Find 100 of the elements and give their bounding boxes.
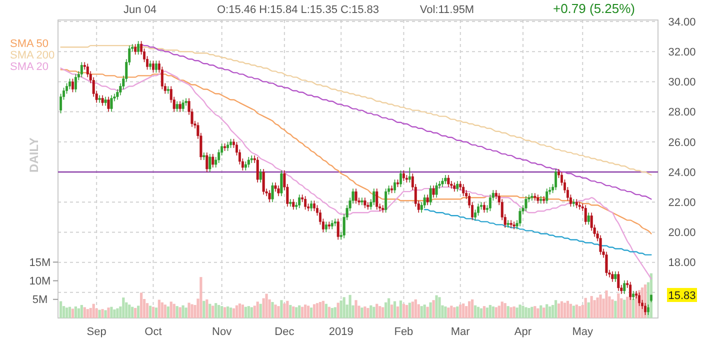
bar — [98, 310, 101, 318]
candlestick — [154, 60, 158, 74]
bar — [271, 302, 274, 318]
bar — [238, 303, 242, 318]
bar — [432, 300, 435, 318]
bar — [512, 306, 516, 318]
bar — [301, 306, 304, 318]
x-tick-label: Feb — [394, 326, 414, 338]
candlestick — [208, 154, 212, 172]
bar — [244, 306, 247, 318]
bar — [560, 301, 564, 318]
candlestick — [534, 192, 536, 202]
line-series — [60, 68, 652, 280]
candlestick — [71, 78, 74, 93]
bar — [298, 305, 301, 318]
bar — [83, 307, 86, 318]
text: 15.83 — [668, 290, 696, 302]
candlestick — [206, 152, 208, 172]
bar — [253, 306, 256, 318]
bar — [289, 304, 292, 318]
bar — [241, 304, 244, 318]
candlestick — [226, 142, 230, 152]
candlestick — [578, 202, 581, 210]
bar — [95, 308, 98, 318]
bar — [554, 300, 558, 318]
candlestick — [324, 221, 328, 233]
bar — [277, 306, 280, 318]
bar — [182, 305, 184, 318]
bar — [566, 300, 570, 318]
text: Vol:11.95M — [420, 4, 474, 16]
candlestick — [432, 185, 435, 198]
candlestick — [617, 270, 620, 292]
candlestick — [614, 270, 617, 282]
candlestick — [488, 194, 492, 212]
candlestick — [292, 198, 295, 210]
bar — [89, 308, 92, 318]
y-tick-label: 26.00 — [668, 136, 696, 149]
bar — [304, 304, 307, 318]
bar — [498, 306, 500, 318]
bar — [492, 306, 494, 318]
bar — [74, 306, 77, 318]
candlestick — [247, 156, 250, 168]
bar — [140, 292, 143, 318]
x-tick-label: May — [572, 326, 594, 338]
bar — [328, 306, 330, 318]
bar — [435, 295, 438, 318]
bar — [295, 307, 298, 318]
bar — [528, 308, 530, 318]
candlestick — [605, 251, 608, 276]
bar — [262, 298, 265, 318]
bar — [113, 309, 116, 318]
bar — [390, 304, 394, 318]
bar — [542, 308, 546, 318]
candlestick — [453, 182, 456, 192]
candlestick — [599, 234, 602, 256]
bar — [536, 308, 540, 318]
bar — [623, 300, 626, 318]
bar — [202, 300, 206, 318]
bar — [131, 306, 134, 318]
x-tick-label: Sep — [86, 326, 106, 338]
bar — [360, 308, 364, 318]
bar — [611, 299, 614, 318]
bar — [318, 302, 322, 318]
bar — [450, 306, 453, 318]
bar — [80, 304, 83, 318]
bar — [474, 305, 477, 318]
candlestick — [304, 196, 307, 210]
candlestick — [384, 188, 388, 214]
line-series — [140, 43, 652, 200]
text: Jun 04 — [123, 4, 157, 16]
bar — [563, 302, 566, 318]
bar — [71, 308, 74, 318]
candlestick — [444, 174, 447, 184]
text: O:15.46 H:15.84 L:15.35 C:15.83 — [216, 4, 380, 16]
bar — [414, 299, 417, 318]
candlestick — [166, 86, 170, 94]
candlestick — [110, 94, 113, 112]
bar — [292, 306, 295, 318]
candlestick — [98, 94, 101, 104]
candlestick — [554, 168, 558, 190]
candlestick — [256, 156, 259, 183]
bar — [250, 307, 253, 318]
candlestick — [178, 100, 182, 112]
candlestick — [540, 196, 542, 204]
bar — [402, 304, 406, 318]
candlestick — [524, 196, 528, 212]
candlestick — [510, 220, 512, 228]
bar — [220, 306, 224, 318]
bar — [396, 306, 400, 318]
bar — [470, 299, 474, 318]
bar — [388, 298, 390, 318]
candlestick — [394, 179, 396, 194]
bar — [590, 296, 593, 318]
bar — [59, 301, 62, 318]
candlestick — [74, 74, 77, 93]
bar — [342, 297, 346, 318]
candlestick — [408, 167, 411, 183]
candlestick — [277, 185, 280, 196]
bar — [540, 305, 542, 318]
bar — [164, 304, 166, 318]
